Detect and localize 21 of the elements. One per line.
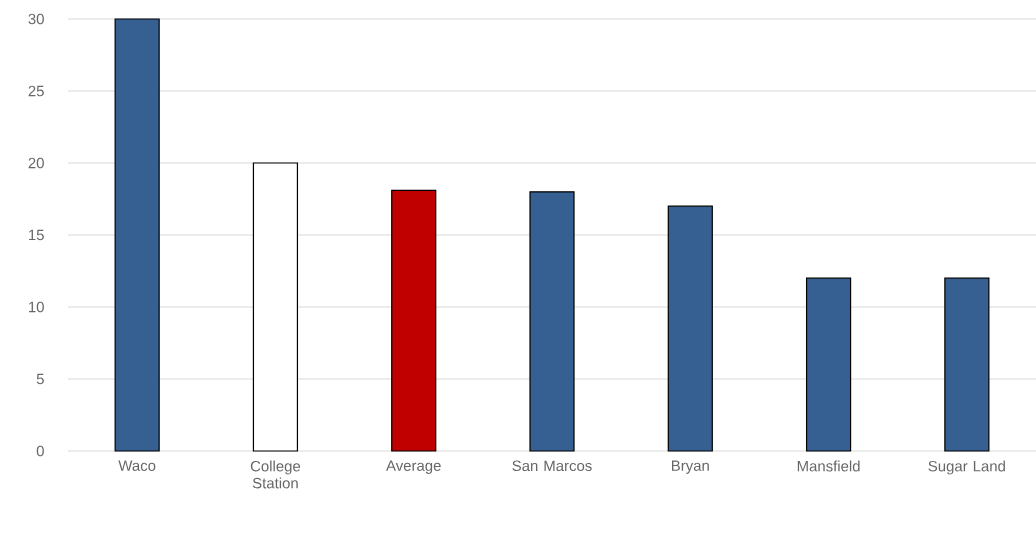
x-tick-label: Waco xyxy=(118,460,156,471)
y-tick-label: 20 xyxy=(28,157,44,169)
bar xyxy=(391,189,437,452)
y-tick-label: 25 xyxy=(28,85,44,97)
x-tick-label: Sugar Land xyxy=(928,460,1005,475)
bar xyxy=(114,18,160,452)
x-tick-label: Bryan xyxy=(671,460,709,474)
y-tick-label: 15 xyxy=(29,229,44,241)
bar xyxy=(944,277,990,452)
x-tick-label: Average xyxy=(386,460,441,474)
y-tick-label: 30 xyxy=(28,13,44,25)
bar xyxy=(667,205,713,452)
x-tick-label: College Station xyxy=(250,460,301,489)
x-tick-label: Mansfield xyxy=(797,460,860,472)
x-tick-label: San Marcos xyxy=(512,460,592,472)
bar xyxy=(805,277,852,452)
y-tick-label: 0 xyxy=(36,445,44,457)
y-tick-label: 5 xyxy=(36,373,44,385)
bar xyxy=(529,191,575,452)
y-tick-label: 10 xyxy=(29,301,44,313)
bar xyxy=(252,162,299,452)
